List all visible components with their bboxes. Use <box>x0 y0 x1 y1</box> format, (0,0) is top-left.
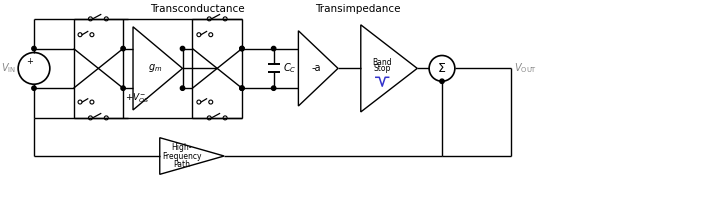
Circle shape <box>32 86 37 90</box>
Circle shape <box>208 116 211 120</box>
Text: High-: High- <box>171 142 192 152</box>
Text: -a: -a <box>311 63 321 73</box>
Circle shape <box>121 46 125 51</box>
Circle shape <box>440 79 444 83</box>
Text: +: + <box>26 57 34 66</box>
Text: $g_m$: $g_m$ <box>147 62 162 74</box>
Circle shape <box>78 33 82 37</box>
Polygon shape <box>361 25 417 112</box>
Circle shape <box>78 100 82 104</box>
Circle shape <box>105 17 108 21</box>
Circle shape <box>105 116 108 120</box>
Circle shape <box>18 53 50 84</box>
Circle shape <box>209 33 213 37</box>
Text: Band: Band <box>372 58 392 67</box>
Circle shape <box>271 86 276 90</box>
Circle shape <box>180 86 185 90</box>
Polygon shape <box>160 138 224 174</box>
Circle shape <box>271 46 276 51</box>
Polygon shape <box>133 27 183 110</box>
Circle shape <box>121 86 125 90</box>
Circle shape <box>90 33 94 37</box>
Circle shape <box>197 33 201 37</box>
Text: Frequency: Frequency <box>162 151 201 161</box>
Circle shape <box>240 46 244 51</box>
Circle shape <box>240 46 244 51</box>
Circle shape <box>208 17 211 21</box>
Text: Stop: Stop <box>374 64 391 73</box>
Text: $C_C$: $C_C$ <box>283 62 296 75</box>
Circle shape <box>240 86 244 90</box>
Text: Transconductance: Transconductance <box>150 4 245 14</box>
Circle shape <box>209 100 213 104</box>
Circle shape <box>197 100 201 104</box>
Circle shape <box>89 116 92 120</box>
Text: $V_{\mathrm{OUT}}$: $V_{\mathrm{OUT}}$ <box>514 62 538 75</box>
Text: Transimpedance: Transimpedance <box>315 4 400 14</box>
Text: Σ: Σ <box>438 62 446 75</box>
Text: Path: Path <box>173 160 190 169</box>
Circle shape <box>240 86 244 90</box>
Text: $+V_{OS}^{-}$: $+V_{OS}^{-}$ <box>125 91 150 105</box>
Circle shape <box>429 56 455 81</box>
Text: $V_{\mathrm{IN}}$: $V_{\mathrm{IN}}$ <box>1 62 16 75</box>
Circle shape <box>90 100 94 104</box>
Circle shape <box>32 46 37 51</box>
Polygon shape <box>299 31 338 106</box>
Circle shape <box>89 17 92 21</box>
Circle shape <box>223 17 227 21</box>
Circle shape <box>223 116 227 120</box>
Circle shape <box>180 46 185 51</box>
